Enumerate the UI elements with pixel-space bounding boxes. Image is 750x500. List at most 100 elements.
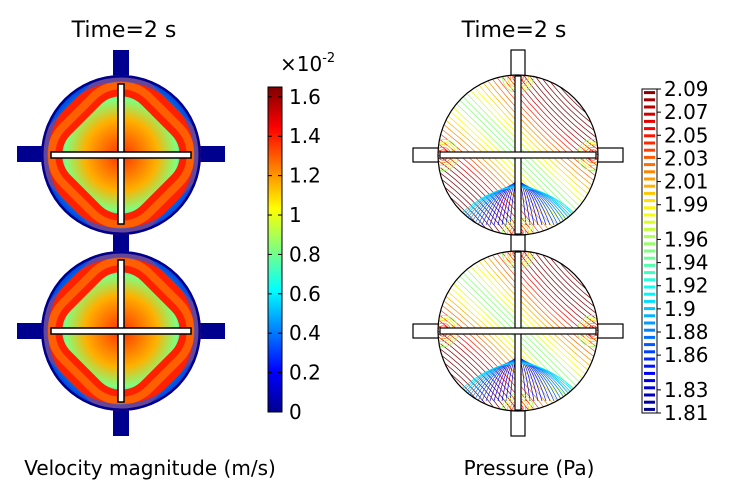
pressure-contour-line [438, 259, 590, 411]
pressure-contour-line [477, 75, 598, 196]
pressure-contour-line [472, 251, 598, 377]
pressure-contour-line [451, 75, 598, 222]
pressure-contour-line [438, 251, 598, 411]
pressure-colorbar-tick-label: 1.9 [664, 297, 696, 321]
pressure-contour-line [442, 251, 598, 407]
pressure-contour-line [438, 88, 585, 235]
velocity-plot-title: Time=2 s [71, 18, 177, 43]
velocity-colorbar-tick-label: 0.2 [289, 361, 321, 385]
pressure-contour-line [438, 75, 598, 235]
pressure-contour-line [494, 251, 598, 355]
pressure-contour-line [459, 75, 598, 214]
velocity-impeller-upper [50, 83, 192, 225]
pressure-contour-line [455, 75, 598, 218]
pressure-contour-line [438, 272, 577, 411]
velocity-colorbar-tick-label: 0.8 [289, 242, 321, 266]
pressure-contour-line [498, 251, 598, 351]
pressure-contour-line [438, 75, 598, 235]
pressure-contour-line [477, 251, 598, 372]
pressure-contour-line [438, 290, 559, 411]
velocity-colorbar-tick-label: 1.6 [289, 85, 321, 109]
pressure-contour-line [438, 92, 581, 235]
pressure-contour-line [438, 268, 581, 411]
pressure-contour-line [438, 127, 546, 235]
pressure-contour-line [490, 75, 598, 183]
velocity-colorbar [267, 86, 283, 413]
velocity-colorbar-tick-label: 0 [289, 400, 302, 424]
pressure-contour-line [438, 255, 594, 411]
pressure-contour-line [438, 251, 598, 411]
pressure-impeller-upper [439, 151, 597, 159]
pressure-contour-line [485, 251, 598, 364]
pressure-contour-line [451, 251, 598, 398]
velocity-colorbar-exponent: -2 [322, 51, 335, 66]
pressure-vessel-upper [437, 74, 599, 236]
pressure-vessel-lower [437, 250, 599, 412]
velocity-axis-label: Velocity magnitude (m/s) [24, 456, 276, 480]
pressure-colorbar-tick-label: 1.81 [664, 401, 709, 425]
pressure-contour-line [438, 251, 598, 411]
pressure-contour-line [438, 140, 533, 235]
velocity-colorbar-tick-label: 1 [289, 203, 302, 227]
pressure-contour-line [503, 251, 598, 346]
pressure-colorbar [644, 91, 655, 411]
pressure-contour-line [446, 75, 598, 227]
pressure-colorbar-frame [641, 88, 658, 414]
pressure-colorbar-tick-label: 1.88 [664, 320, 709, 344]
pressure-contour-line [438, 251, 598, 411]
pressure-impeller-lower [439, 327, 597, 335]
velocity-colorbar-tick-label: 0.6 [289, 282, 321, 306]
pressure-contour-line [438, 96, 577, 235]
pressure-contour-line [464, 251, 598, 385]
pressure-contour-line [464, 75, 598, 209]
pressure-contour-line [481, 75, 598, 192]
pressure-contour-line [490, 251, 598, 359]
pressure-colorbar-tick-label: 2.05 [664, 123, 709, 147]
pressure-colorbar-tick-label: 2.01 [664, 170, 709, 194]
pressure-colorbar-tick-label: 1.83 [664, 378, 709, 402]
pressure-contour-line [438, 131, 542, 235]
velocity-colorbar-tick-label: 1.4 [289, 124, 321, 148]
pressure-contour-line [481, 251, 598, 368]
pressure-colorbar-tick-label: 1.92 [664, 274, 709, 298]
pressure-contour-line [438, 316, 533, 411]
velocity-geometry [17, 50, 225, 436]
pressure-contour-line [438, 285, 564, 411]
pressure-contour-line [468, 251, 598, 381]
pressure-contour-line [438, 307, 542, 411]
pressure-contour-line [485, 75, 598, 188]
pressure-contour-line [438, 101, 572, 235]
velocity-colorbar-ticks: 1.6 1.4 1.2 1 0.8 0.6 0.4 0.2 0 [268, 85, 321, 424]
pressure-contour-line [438, 311, 538, 411]
pressure-contour-line [438, 135, 538, 235]
pressure-contour-line [438, 79, 594, 235]
pressure-contour-line [455, 251, 598, 394]
pressure-plot-title: Time=2 s [461, 18, 567, 43]
pressure-contour-line [438, 83, 590, 235]
velocity-colorbar-multiplier: ×10-2 [280, 51, 335, 76]
velocity-impeller-lower [50, 259, 192, 403]
pressure-colorbar-tick-label: 1.86 [664, 343, 709, 367]
pressure-contour-line [459, 251, 598, 390]
pressure-contour-line [446, 251, 598, 403]
pressure-colorbar-tick-label: 1.96 [664, 227, 709, 251]
pressure-colorbar-tick-label: 2.07 [664, 100, 709, 124]
pressure-contour-line [438, 281, 568, 411]
pressure-contour-line [472, 75, 598, 201]
pressure-axis-label: Pressure (Pa) [464, 456, 595, 480]
pressure-contour-line [503, 75, 598, 170]
velocity-colorbar-tick-label: 1.2 [289, 164, 321, 188]
pressure-contour-line [438, 277, 572, 411]
pressure-contour-line [438, 303, 546, 411]
pressure-contour-line [438, 75, 598, 235]
pressure-colorbar-ticks: 2.092.072.052.032.011.991.961.941.921.91… [657, 77, 709, 425]
pressure-colorbar-tick-label: 1.94 [664, 251, 709, 275]
pressure-colorbar-tick-label: 1.99 [664, 193, 709, 217]
pressure-contour-line [438, 105, 568, 235]
pressure-contour-line [442, 75, 598, 231]
pressure-contour-line [438, 114, 559, 235]
pressure-colorbar-tick-label: 2.03 [664, 146, 709, 170]
pressure-contour-line [468, 75, 598, 205]
